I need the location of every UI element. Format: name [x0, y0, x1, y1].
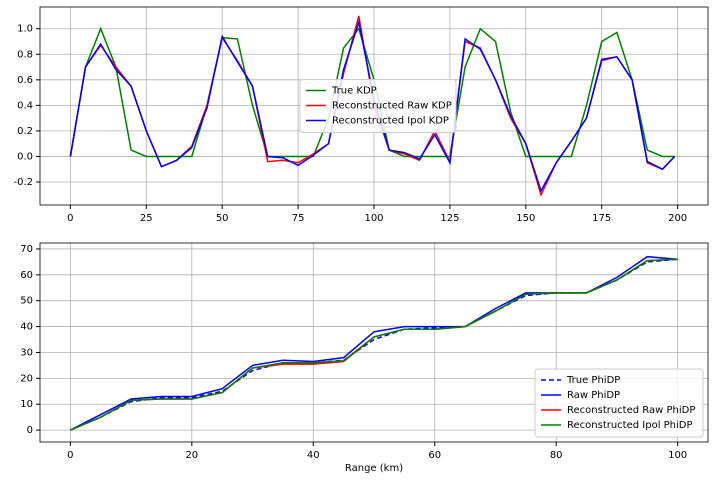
y-tick-label: 20: [20, 373, 33, 384]
x-tick-label: 175: [592, 213, 611, 224]
series-line: [70, 258, 678, 431]
y-tick-label: 40: [20, 322, 33, 333]
axes-frame: [39, 6, 709, 206]
legend-label: Reconstructed Ipol PhiDP: [567, 420, 693, 431]
x-tick-label: 200: [668, 213, 687, 224]
legend-label: Raw PhiDP: [567, 390, 620, 401]
x-axis-label: Range (km): [345, 463, 403, 474]
axes-frame: [39, 242, 709, 443]
x-tick-label: 40: [307, 450, 320, 461]
y-tick-label: 0.8: [17, 49, 33, 60]
x-tick-label: 20: [185, 450, 198, 461]
legend-label: True PhiDP: [566, 375, 620, 386]
y-tick-label: 0.0: [17, 151, 33, 162]
x-tick-label: 0: [67, 213, 73, 224]
y-tick-label: 0.2: [17, 126, 33, 137]
y-tick-label: 60: [20, 270, 33, 281]
x-tick-label: 80: [550, 450, 563, 461]
legend-box: [299, 79, 457, 133]
legend-label: Reconstructed Raw KDP: [332, 101, 452, 112]
legend-label: True KDP: [331, 86, 377, 97]
y-tick-label: 10: [20, 399, 33, 410]
x-tick-label: 100: [364, 213, 383, 224]
x-tick-label: 60: [428, 450, 441, 461]
y-tick-label: 30: [20, 347, 33, 358]
legend-label: Reconstructed Ipol KDP: [332, 116, 449, 127]
x-tick-label: 100: [668, 450, 687, 461]
x-tick-label: 50: [216, 213, 229, 224]
legend-box: [534, 368, 704, 438]
y-tick-label: 0.6: [17, 75, 33, 86]
x-tick-label: 75: [292, 213, 305, 224]
x-tick-label: 125: [440, 213, 459, 224]
y-tick-label: 0.4: [17, 100, 33, 111]
legend-label: Reconstructed Raw PhiDP: [567, 405, 695, 416]
y-tick-label: 1.0: [17, 24, 33, 35]
x-tick-label: 25: [140, 213, 153, 224]
x-tick-label: 0: [67, 450, 73, 461]
y-tick-label: 50: [20, 296, 33, 307]
y-tick-label: 0: [27, 425, 33, 436]
y-tick-label: 70: [20, 244, 33, 255]
x-tick-label: 150: [516, 213, 535, 224]
y-tick-label: -0.2: [13, 177, 33, 188]
